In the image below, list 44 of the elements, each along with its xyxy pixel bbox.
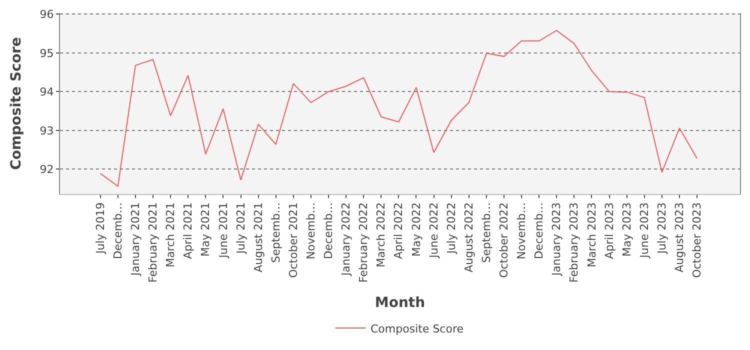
x-tick-label: January 2023 bbox=[550, 202, 564, 277]
legend-label: Composite Score bbox=[370, 322, 464, 336]
x-tick-label: Decemb… bbox=[322, 202, 336, 260]
x-tick-label: June 2021 bbox=[216, 202, 230, 259]
x-tick-label: May 2022 bbox=[410, 202, 423, 257]
x-tick-label: August 2023 bbox=[673, 202, 686, 272]
x-tick-label: July 2022 bbox=[444, 202, 458, 255]
x-tick-label: May 2023 bbox=[620, 202, 634, 257]
x-tick-label: March 2023 bbox=[585, 202, 598, 268]
x-tick-label: February 2023 bbox=[568, 202, 581, 283]
y-tick-label: 94 bbox=[40, 86, 54, 99]
x-tick-label: Septemb… bbox=[269, 202, 282, 263]
x-tick-label: February 2021 bbox=[146, 202, 160, 283]
x-tick-label: August 2022 bbox=[462, 202, 476, 272]
x-tick-label: Decemb… bbox=[532, 202, 546, 260]
x-tick-label: Novemb… bbox=[304, 202, 318, 260]
x-tick-label: April 2022 bbox=[392, 202, 406, 260]
x-tick-label: March 2021 bbox=[164, 202, 178, 268]
x-tick-label: July 2019 bbox=[94, 202, 107, 255]
x-tick-label: October 2021 bbox=[286, 202, 300, 278]
y-axis-title: Composite Score bbox=[8, 37, 24, 170]
x-tick-label: Decemb… bbox=[111, 202, 124, 260]
x-tick-label: January 2021 bbox=[129, 202, 142, 277]
x-tick-label: Novemb… bbox=[515, 202, 528, 260]
x-tick-label: Septemb… bbox=[480, 202, 494, 263]
x-tick-label: June 2022 bbox=[427, 202, 440, 259]
y-tick-label: 92 bbox=[40, 163, 54, 176]
y-tick-label: 93 bbox=[40, 124, 54, 138]
x-tick-label: October 2023 bbox=[690, 202, 704, 278]
x-tick-label: March 2022 bbox=[374, 202, 388, 268]
y-tick-label: 95 bbox=[40, 46, 54, 60]
x-tick-label: July 2021 bbox=[234, 202, 248, 255]
x-tick-label: October 2022 bbox=[498, 202, 511, 278]
y-tick-label: 96 bbox=[40, 8, 54, 22]
x-tick-label: April 2023 bbox=[602, 202, 616, 260]
x-tick-label: June 2023 bbox=[638, 202, 651, 259]
x-tick-label: February 2022 bbox=[357, 202, 370, 283]
line-series bbox=[100, 30, 698, 187]
x-tick-label: January 2022 bbox=[340, 202, 353, 277]
x-tick-label: July 2023 bbox=[655, 202, 668, 255]
x-tick-label: April 2021 bbox=[182, 202, 195, 260]
x-tick-label: August 2021 bbox=[252, 202, 265, 272]
x-tick-label: May 2021 bbox=[199, 202, 212, 257]
x-axis-title: Month bbox=[374, 294, 426, 311]
